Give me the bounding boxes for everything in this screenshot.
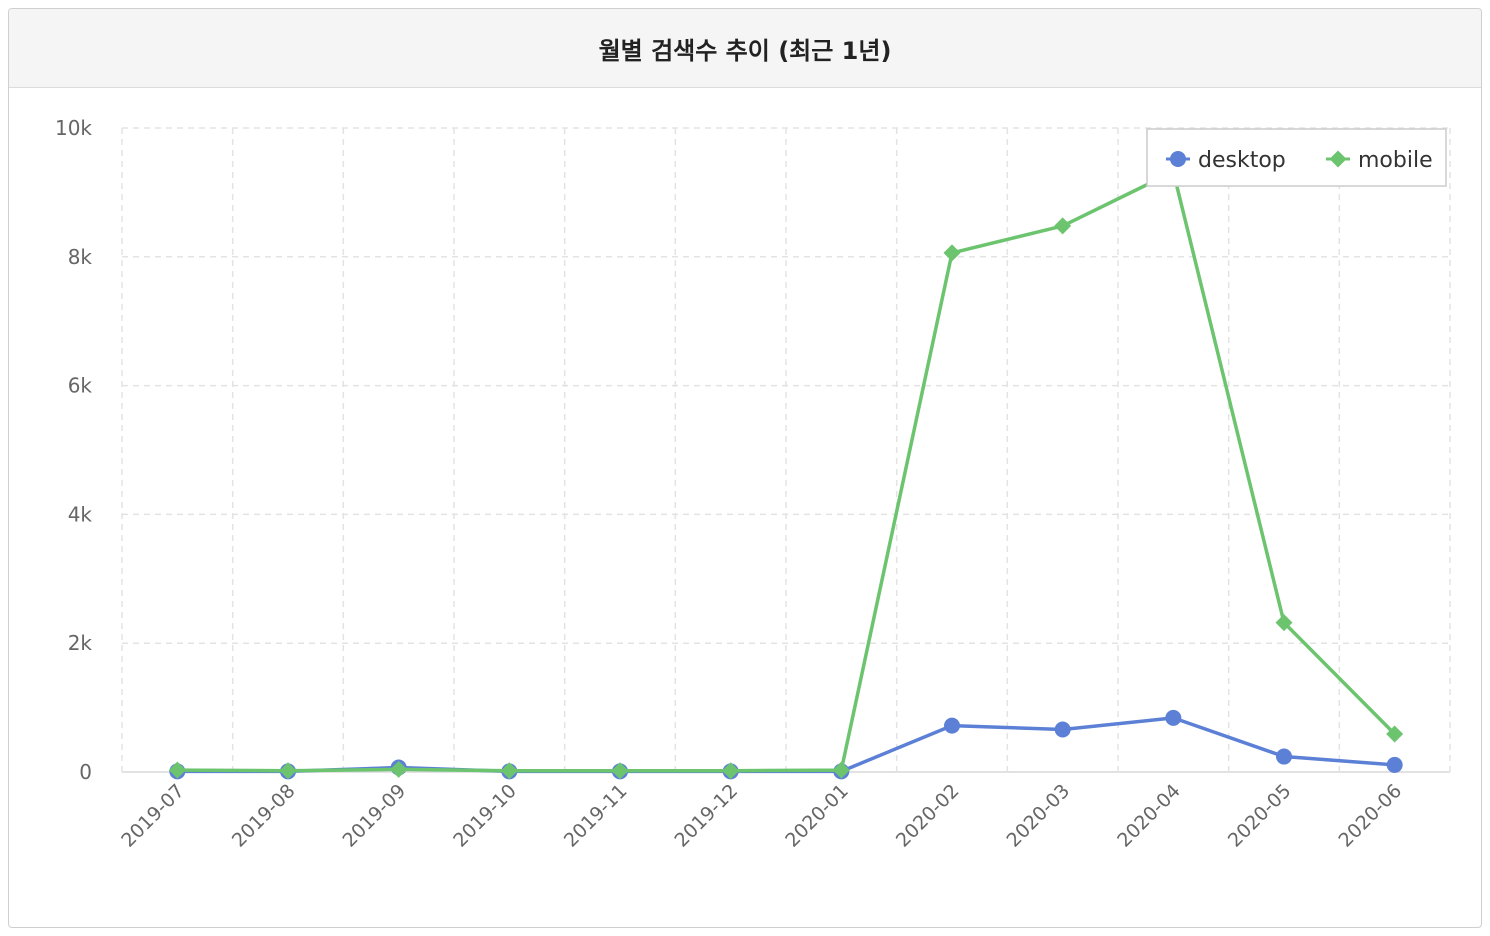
panel-header: 월별 검색수 추이 (최근 1년)	[9, 9, 1481, 88]
data-point-mobile	[722, 762, 740, 780]
x-tick-label: 2020-02	[892, 780, 964, 852]
x-axis: 2019-07 2019-08 2019-09 2019-10 2019-11 2019-…	[117, 780, 1406, 852]
x-tick-label: 2020-05	[1224, 780, 1296, 852]
data-point-desktop	[1276, 748, 1292, 765]
y-axis: 0 2k 4k 6k 8k 10k	[55, 116, 92, 784]
y-tick-label: 2k	[68, 631, 93, 655]
data-point-desktop	[1054, 721, 1071, 738]
x-tick-label: 2019-07	[117, 780, 189, 852]
data-point-mobile	[943, 244, 961, 262]
data-point-desktop	[1165, 709, 1182, 726]
x-tick-label: 2019-09	[339, 780, 411, 852]
chart-title: 월별 검색수 추이 (최근 1년)	[598, 36, 892, 65]
data-point-desktop	[1386, 756, 1403, 773]
series-layer	[168, 163, 1404, 780]
x-tick-label: 2019-08	[228, 780, 300, 852]
x-tick-label: 2019-12	[671, 780, 743, 852]
x-tick-label: 2020-04	[1113, 780, 1185, 852]
grid-lines	[121, 127, 1451, 773]
legend-label: mobile	[1358, 148, 1433, 173]
y-tick-label: 6k	[68, 374, 93, 398]
x-tick-label: 2019-11	[560, 780, 632, 852]
data-point-mobile	[390, 760, 408, 778]
legend-label: desktop	[1198, 148, 1286, 173]
data-point-mobile	[279, 762, 297, 780]
data-point-mobile	[500, 762, 518, 780]
y-tick-label: 10k	[55, 116, 92, 140]
data-point-mobile	[1275, 614, 1293, 632]
legend[interactable]: desktop mobile	[1146, 128, 1447, 187]
data-point-desktop	[944, 717, 960, 734]
series-line-mobile	[177, 170, 1396, 773]
data-point-mobile	[168, 761, 186, 779]
x-tick-label: 2020-06	[1335, 780, 1407, 852]
legend-item-desktop[interactable]: desktop	[1166, 148, 1286, 173]
x-tick-label: 2020-03	[1003, 780, 1075, 852]
x-tick-label: 2020-01	[781, 780, 853, 852]
data-point-mobile	[611, 762, 629, 780]
data-point-mobile	[1054, 217, 1072, 235]
legend-item-mobile[interactable]: mobile	[1326, 148, 1433, 173]
y-tick-label: 8k	[68, 245, 93, 269]
y-tick-label: 0	[79, 760, 92, 784]
legend-marker-icon	[1329, 150, 1347, 168]
x-tick-label: 2019-10	[449, 780, 521, 852]
series-mobile	[168, 163, 1404, 780]
y-tick-label: 4k	[68, 502, 93, 526]
data-point-mobile	[832, 761, 850, 779]
legend-marker-icon	[1170, 151, 1186, 167]
legend-box	[1146, 128, 1447, 187]
data-point-mobile	[1386, 725, 1404, 743]
